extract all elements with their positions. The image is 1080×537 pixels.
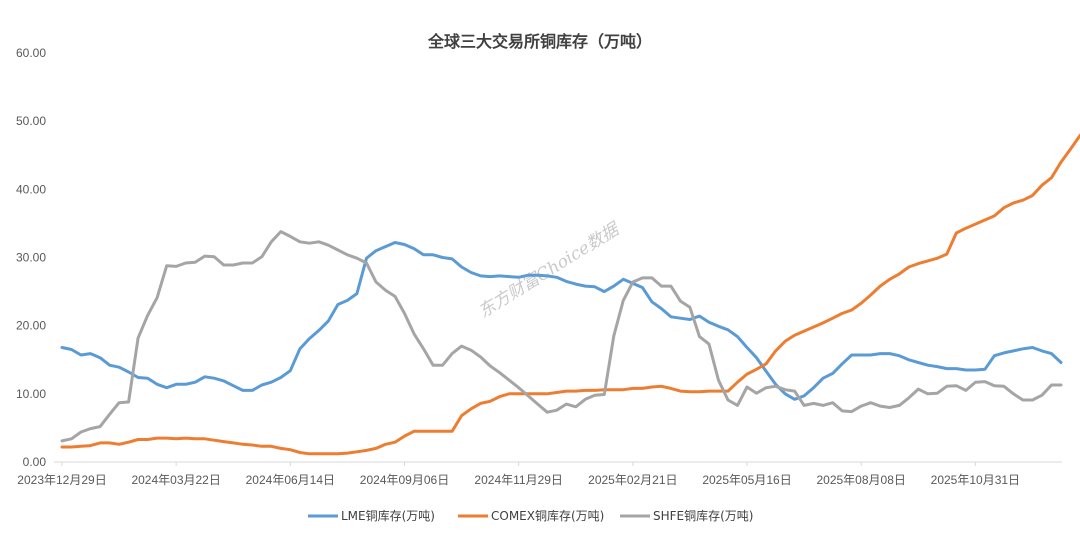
legend: LME铜库存(万吨) COMEX铜库存(万吨) SHFE铜库存(万吨) [308,508,754,523]
watermark: 东方财富Choice数据 [475,218,625,322]
y-tick-label: 30.00 [16,251,46,265]
chart-title: 全球三大交易所铜库存（万吨） [427,32,652,51]
x-tick-label: 2023年12月29日 [17,473,106,487]
x-tick-label: 2025年02月21日 [588,473,677,487]
y-tick-label: 0.00 [23,455,47,469]
x-tick-label: 2025年08月08日 [816,473,905,487]
x-tick-label: 2025年10月31日 [931,473,1020,487]
y-tick-label: 60.00 [16,46,46,60]
legend-label: LME铜库存(万吨) [341,508,435,523]
series-line-lme [60,241,1063,401]
y-tick-label: 40.00 [16,182,46,196]
x-tick-label: 2025年05月16日 [702,473,791,487]
y-tick-label: 50.00 [16,114,46,128]
x-axis-ticks: 2023年12月29日 2024年03月22日 2024年06月14日 2024年09… [17,462,1020,487]
x-tick-label: 2024年06月14日 [246,473,335,487]
x-tick-label: 2024年03月22日 [131,473,220,487]
series-line-comex [60,133,1080,456]
legend-label: COMEX铜库存(万吨) [491,508,604,523]
series-layer [60,133,1080,456]
series-line-shfe [60,230,1063,443]
y-tick-label: 10.00 [16,387,46,401]
x-tick-label: 2024年09月06日 [360,473,449,487]
legend-label: SHFE铜库存(万吨) [653,508,754,523]
y-axis-ticks: 0.00 10.00 20.00 30.00 40.00 50.00 60.00 [16,46,46,469]
x-tick-label: 2024年11月29日 [474,473,563,487]
y-tick-label: 20.00 [16,319,46,333]
